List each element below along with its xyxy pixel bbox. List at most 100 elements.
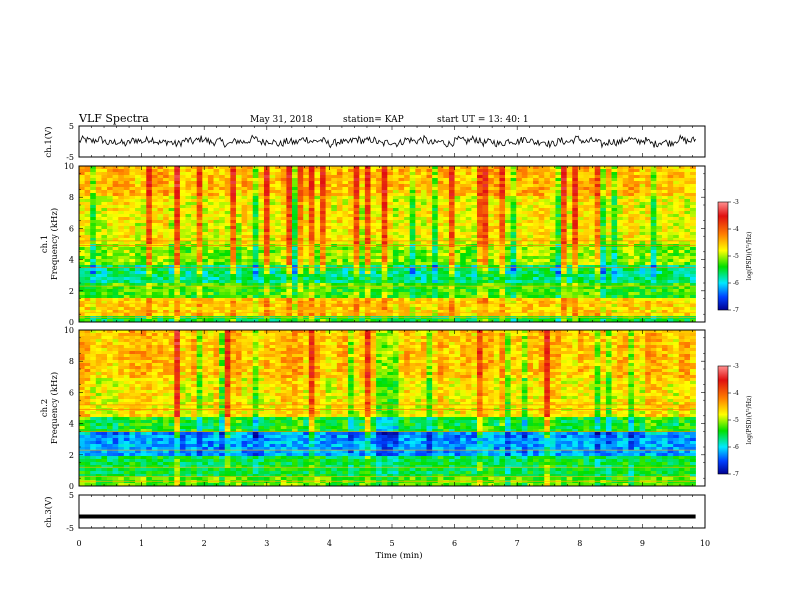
- spectrogram-cell: [107, 175, 113, 179]
- spectrogram-cell: [667, 202, 674, 206]
- spectrogram-cell: [387, 208, 394, 212]
- spectrogram-cell: [286, 286, 293, 290]
- spectrogram-cell: [622, 220, 629, 224]
- spectrogram-cell: [196, 277, 203, 281]
- spectrogram-cell: [219, 175, 226, 179]
- spectrogram-cell: [297, 250, 304, 254]
- spectrogram-cell: [370, 277, 377, 281]
- spectrogram-cell: [107, 235, 113, 239]
- spectrogram-cell: [168, 280, 175, 284]
- spectrogram-cell: [443, 202, 450, 206]
- spectrogram-cell: [325, 205, 332, 209]
- spectrogram-cell: [639, 169, 646, 173]
- spectrogram-cell: [426, 295, 433, 299]
- spectrogram-cell: [667, 214, 674, 218]
- spectrogram-cell: [661, 229, 668, 233]
- spectrogram-cell: [376, 208, 382, 212]
- spectrogram-cell: [179, 178, 186, 182]
- spectrogram-cell: [252, 169, 259, 173]
- spectrogram-cell: [353, 202, 360, 206]
- spectrogram-cell: [280, 220, 287, 224]
- spectrogram-cell: [561, 193, 567, 197]
- spectrogram-cell: [370, 259, 377, 263]
- spectrogram-cell: [527, 241, 534, 245]
- spectrogram-cell: [448, 175, 455, 179]
- spectrogram-cell: [443, 265, 450, 269]
- spectrogram-cell: [219, 289, 226, 293]
- spectrogram-cell: [241, 214, 248, 218]
- spectrogram-cell: [107, 265, 113, 269]
- spectrogram-cell: [213, 292, 220, 296]
- spectrogram-cell: [493, 280, 500, 284]
- spectrogram-cell: [202, 271, 209, 275]
- spectrogram-cell: [348, 214, 354, 218]
- spectrogram-cell: [179, 226, 186, 230]
- spectrogram-cell: [258, 301, 265, 305]
- spectrogram-cell: [90, 184, 97, 188]
- spectrogram-cell: [118, 196, 125, 200]
- spectrogram-cell: [443, 256, 450, 260]
- spectrogram-cell: [437, 229, 444, 233]
- spectrogram-cell: [336, 232, 343, 236]
- spectrogram-cell: [151, 178, 158, 182]
- spectrogram-cell: [499, 283, 506, 287]
- spectrogram-cell: [168, 187, 175, 191]
- spectrogram-cell: [516, 238, 523, 242]
- spectrogram-cell: [112, 256, 119, 260]
- spectrogram-cell: [572, 226, 579, 230]
- spectrogram-cell: [454, 214, 461, 218]
- spectrogram-cell: [678, 277, 685, 281]
- spectrogram-cell: [533, 220, 539, 224]
- spectrogram-cell: [566, 280, 573, 284]
- spectrogram-cell: [510, 166, 517, 170]
- spectrogram-cell: [129, 268, 136, 272]
- spectrogram-cell: [84, 271, 91, 275]
- spectrogram-cell: [471, 286, 478, 290]
- spectrogram-cell: [690, 250, 696, 254]
- spectrogram-cell: [555, 247, 562, 251]
- spectrogram-cell: [179, 298, 186, 302]
- spectrogram-cell: [202, 226, 209, 230]
- spectrogram-cell: [488, 274, 495, 278]
- spectrogram-cell: [493, 178, 500, 182]
- spectrogram-cell: [690, 217, 696, 221]
- spectrogram-cell: [168, 193, 175, 197]
- spectrogram-cell: [219, 181, 226, 185]
- spectrogram-cell: [252, 190, 259, 194]
- spectrogram-cell: [437, 280, 444, 284]
- spectrogram-cell: [247, 208, 254, 212]
- spectrogram-cell: [645, 292, 652, 296]
- spectrogram-cell: [499, 217, 506, 221]
- spectrogram-cell: [101, 283, 108, 287]
- spectrogram-cell: [331, 256, 338, 260]
- spectrogram-cell: [151, 217, 158, 221]
- spectrogram-cell: [84, 193, 91, 197]
- spectrogram-cell: [476, 238, 483, 242]
- spectrogram-cell: [611, 178, 618, 182]
- spectrogram-cell: [404, 190, 411, 194]
- spectrogram-cell: [538, 265, 545, 269]
- spectrogram-cell: [252, 274, 259, 278]
- spectrogram-cell: [348, 235, 354, 239]
- spectrogram-cell: [465, 250, 472, 254]
- spectrogram-cell: [342, 238, 349, 242]
- spectrogram-cell: [521, 268, 528, 272]
- spectrogram-cell: [146, 220, 153, 224]
- spectrogram-cell: [179, 202, 186, 206]
- spectrogram-cell: [213, 205, 220, 209]
- spectrogram-cell: [443, 259, 450, 263]
- spectrogram-cell: [118, 175, 125, 179]
- spectrogram-cell: [628, 169, 635, 173]
- spectrogram-cell: [146, 205, 153, 209]
- spectrogram-cell: [258, 241, 265, 245]
- spectrogram-cell: [84, 298, 91, 302]
- spectrogram-cell: [454, 238, 461, 242]
- spectrogram-cell: [544, 247, 551, 251]
- spectrogram-cell: [454, 211, 461, 215]
- spectrogram-cell: [247, 286, 254, 290]
- spectrogram-cell: [163, 226, 169, 230]
- spectrogram-cell: [135, 193, 141, 197]
- spectrogram-cell: [622, 217, 629, 221]
- spectrogram-cell: [661, 280, 668, 284]
- spectrogram-cell: [465, 208, 472, 212]
